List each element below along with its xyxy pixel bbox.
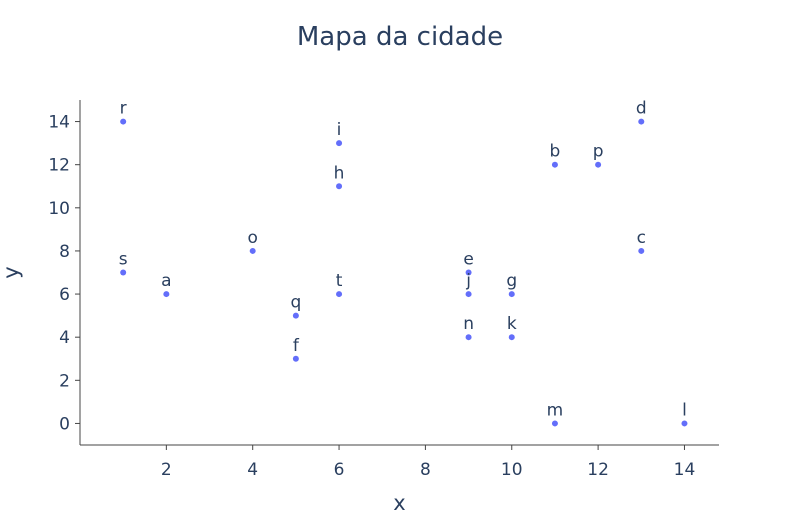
point-label-t: t [336, 271, 343, 291]
point-b [551, 161, 558, 168]
point-r [120, 118, 127, 125]
point-label-q: q [290, 293, 301, 313]
point-d [638, 118, 645, 125]
point-label-k: k [507, 314, 517, 334]
point-label-o: o [247, 228, 257, 248]
point-label-h: h [334, 163, 345, 183]
y-tick-label: 0 [59, 414, 70, 434]
point-labels: r s a o q f i h t ej n g k b m p d c l [119, 99, 687, 421]
y-axis-title: y [0, 266, 23, 278]
x-tick-label: 8 [420, 460, 431, 480]
point-g [508, 291, 515, 298]
x-ticks: 2 4 6 8 10 12 14 [161, 445, 695, 480]
y-tick-label: 10 [48, 199, 70, 219]
point-i [336, 140, 343, 147]
x-axis-title: x [393, 491, 405, 515]
x-tick-label: 14 [674, 460, 696, 480]
point-a [163, 291, 170, 298]
x-tick-label: 12 [587, 460, 609, 480]
point-label-j: j [465, 271, 471, 291]
point-label-s: s [119, 250, 128, 270]
point-label-f: f [293, 336, 300, 356]
point-l [681, 420, 688, 427]
point-label-a: a [161, 271, 171, 291]
point-label-g: g [506, 271, 517, 291]
point-s [120, 269, 127, 276]
x-tick-label: 6 [334, 460, 345, 480]
point-label-b: b [550, 142, 561, 162]
y-tick-label: 14 [48, 113, 70, 133]
x-tick-label: 10 [501, 460, 523, 480]
chart-title: Mapa da cidade [296, 22, 504, 52]
point-label-e: e [463, 250, 473, 270]
point-k [508, 334, 515, 341]
point-label-d: d [636, 99, 647, 119]
axes [79, 100, 719, 446]
point-label-r: r [120, 99, 127, 119]
y-tick-label: 8 [59, 242, 70, 262]
y-tick-label: 12 [48, 156, 70, 176]
point-label-p: p [593, 142, 604, 162]
point-m [551, 420, 558, 427]
point-label-i: i [337, 120, 342, 140]
point-n [465, 334, 472, 341]
point-o [249, 247, 256, 254]
y-tick-label: 4 [59, 328, 70, 348]
x-tick-label: 4 [247, 460, 258, 480]
point-h [336, 183, 343, 190]
point-t [336, 291, 343, 298]
point-f [292, 355, 299, 362]
point-label-n: n [463, 314, 474, 334]
point-label-c: c [637, 228, 646, 248]
point-p [595, 161, 602, 168]
y-tick-label: 6 [59, 285, 70, 305]
point-j [465, 291, 472, 298]
point-c [638, 247, 645, 254]
point-q [292, 312, 299, 319]
data-points [120, 118, 688, 427]
point-label-m: m [547, 400, 564, 420]
point-label-l: l [682, 400, 687, 420]
y-ticks: 0 2 4 6 8 10 12 14 [48, 113, 80, 434]
point-e [465, 269, 472, 276]
x-tick-label: 2 [161, 460, 172, 480]
y-tick-label: 2 [59, 371, 70, 391]
